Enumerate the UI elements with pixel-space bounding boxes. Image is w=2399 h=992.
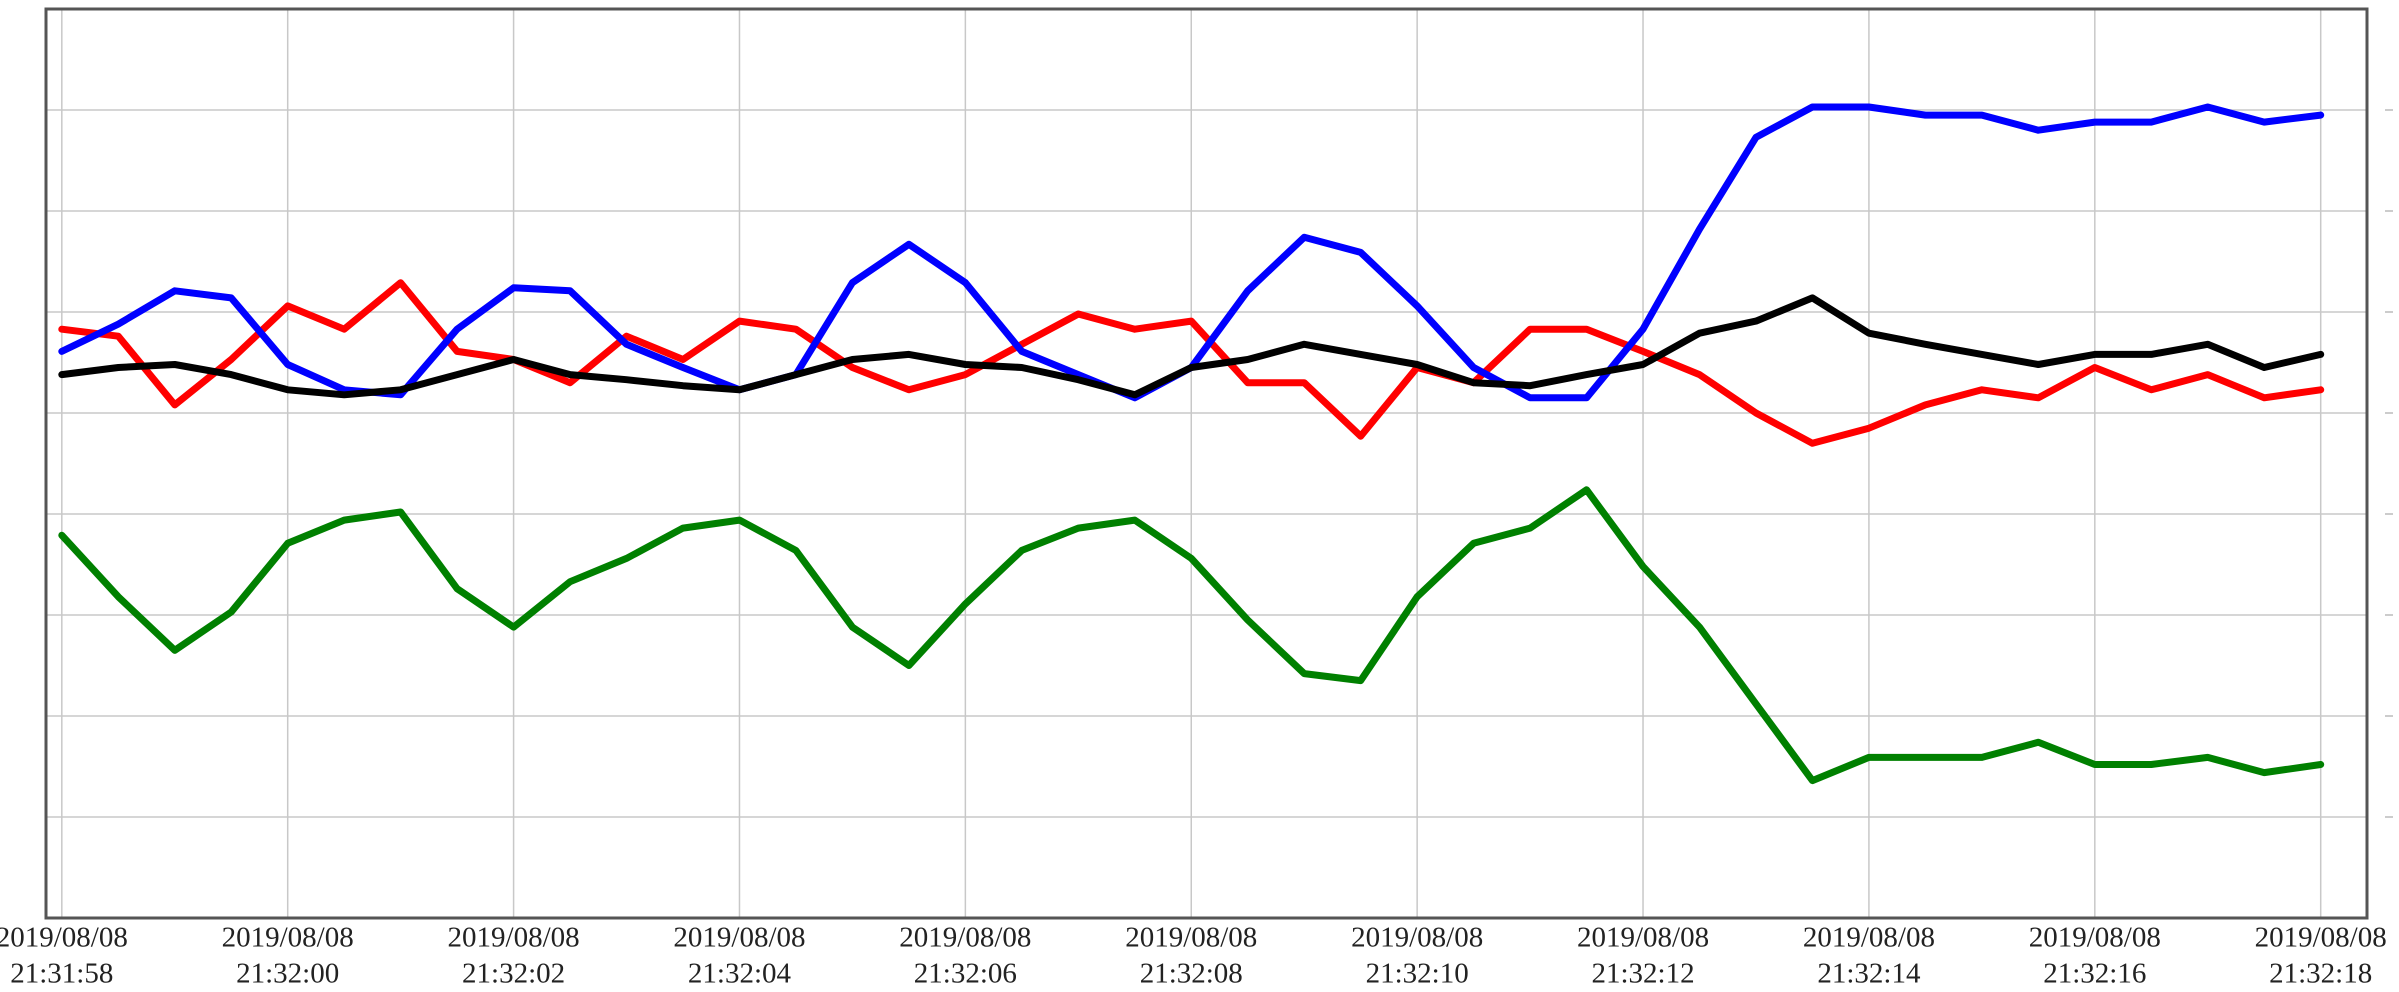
x-tick-label: 2019/08/08 [1577,922,1709,954]
x-tick-label: 21:31:58 [10,958,113,990]
line-series [58,294,2325,399]
x-tick-label: 2019/08/08 [1351,922,1483,954]
x-tick-label: 2019/08/08 [0,922,128,954]
x-tick-label: 2019/08/08 [448,922,580,954]
line-series [58,279,2325,447]
x-tick-label: 21:32:06 [914,958,1017,990]
x-tick-label: 21:32:16 [2043,958,2146,990]
x-tick-label: 21:32:14 [1817,958,1921,990]
x-tick-label: 21:32:08 [1140,958,1243,990]
x-tick-label: 2019/08/08 [2029,922,2161,954]
x-tick-label: 21:32:04 [688,958,792,990]
line-series [58,486,2325,785]
x-tick-label: 2019/08/08 [222,922,354,954]
x-tick-label: 2019/08/08 [2255,922,2387,954]
x-tick-label: 2019/08/08 [899,922,1031,954]
x-tick-label: 21:32:10 [1366,958,1469,990]
x-tick-label: 2019/08/08 [1125,922,1257,954]
x-tick-label: 21:32:02 [462,958,565,990]
x-tick-label: 2019/08/08 [673,922,805,954]
x-tick-label: 2019/08/08 [1803,922,1935,954]
x-tick-label: 21:32:18 [2269,958,2372,990]
x-tick-label: 21:32:00 [236,958,339,990]
x-tick-label: 21:32:12 [1591,958,1694,990]
plot-border [44,7,2369,920]
